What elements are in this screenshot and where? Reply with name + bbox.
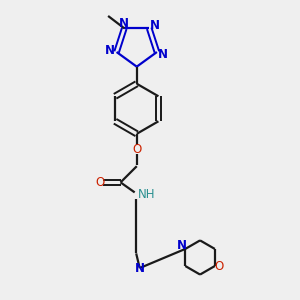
- Text: N: N: [158, 48, 168, 61]
- Text: N: N: [104, 44, 115, 57]
- Text: N: N: [177, 239, 187, 252]
- Text: O: O: [214, 260, 224, 272]
- Text: O: O: [95, 176, 104, 189]
- Text: O: O: [132, 143, 141, 157]
- Text: NH: NH: [138, 188, 155, 201]
- Text: N: N: [118, 17, 128, 30]
- Text: N: N: [135, 262, 145, 275]
- Text: N: N: [150, 20, 160, 32]
